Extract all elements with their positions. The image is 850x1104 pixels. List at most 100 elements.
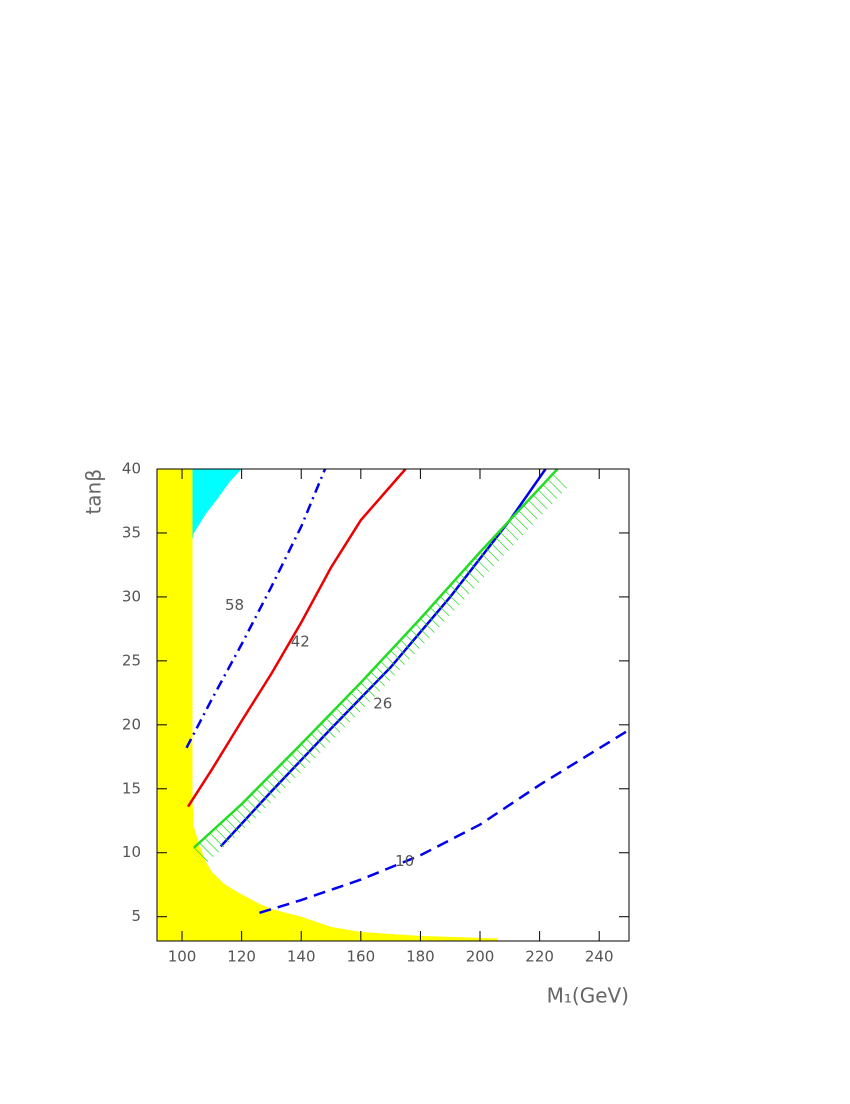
hatch [479,551,495,567]
hatch [335,707,351,723]
hatch [315,728,331,743]
y-tick-label: 10 [122,843,141,861]
hatch [449,585,465,600]
x-tick-label: 200 [466,948,495,966]
x-tick-label: 120 [227,948,256,966]
curve [185,469,327,749]
hatch [444,590,460,606]
y-tick-label: 5 [131,907,141,925]
hatch [552,473,567,489]
x-tick-label: 100 [168,948,197,966]
hatch [547,479,563,494]
hatch [400,639,415,655]
hatch [350,692,366,708]
hatch [459,574,475,589]
hatch [256,788,271,804]
hatch [360,682,376,697]
hatch [214,828,230,843]
hatch [410,629,425,644]
hatch [518,510,533,525]
y-tick-label: 30 [122,587,141,605]
curve-label: 10 [395,852,414,870]
hatch [435,601,450,617]
hatch [375,666,390,681]
hatch [494,536,509,551]
hatch [296,748,311,764]
hatch [204,837,219,853]
hatch [230,813,246,829]
hatch [499,531,514,546]
curve [193,469,559,849]
hatch [464,568,480,584]
hatch [320,723,336,738]
hatch [198,842,214,858]
hatch [537,489,553,505]
y-tick-label: 20 [122,715,141,733]
y-tick-label: 25 [122,651,141,669]
hatch [489,541,504,556]
hatch [225,818,240,833]
hatch [261,783,276,799]
plot-frame [156,468,630,942]
hatch [305,738,321,754]
hatch [390,650,405,665]
x-tick-label: 160 [346,948,375,966]
hatch [236,808,251,824]
hatch [380,661,395,676]
hatch [415,623,430,639]
hatch [193,847,209,862]
hatch [385,655,400,671]
hatch [420,618,435,633]
hatch [355,687,371,702]
y-tick-label: 15 [122,779,141,797]
hatch [365,677,381,692]
y-tick-label: 40 [122,460,141,478]
hatch [508,520,524,536]
hatch [474,557,490,572]
x-tick-label: 220 [525,948,554,966]
hatch [281,763,296,779]
excluded-region [192,469,242,540]
hatch [513,515,529,531]
x-tick-label: 240 [585,948,614,966]
hatch [370,671,385,687]
hatch [209,832,225,848]
y-axis-title: tanβ [82,469,106,515]
hatch [440,596,455,611]
curve-label: 42 [291,633,310,651]
hatch [425,612,440,628]
curve [186,469,407,808]
hatch [300,743,316,759]
hatch [405,634,420,649]
hatch [528,499,543,515]
hatch [330,713,346,728]
hatch [220,823,235,838]
hatch [503,525,519,541]
x-axis-title: M₁(GeV) [547,984,629,1008]
hatch [430,607,445,622]
hatch [395,645,410,660]
curve [259,728,629,915]
hatch [345,697,361,713]
hatch [340,702,356,718]
hatch [523,505,538,520]
hatch [533,494,548,510]
hatch [484,546,500,562]
y-tick-label: 35 [122,523,141,541]
hatch [454,579,470,595]
curve-label: 58 [225,596,244,614]
hatch [276,768,291,784]
hatch [310,733,326,749]
x-tick-label: 180 [406,948,435,966]
hatch [271,773,286,789]
hatch [266,778,281,794]
x-tick-label: 140 [287,948,316,966]
hatch [246,798,261,814]
hatch [286,758,301,774]
hatch [291,753,306,769]
excluded-region [157,469,498,941]
curve-label: 26 [373,694,392,712]
hatch [542,484,558,499]
